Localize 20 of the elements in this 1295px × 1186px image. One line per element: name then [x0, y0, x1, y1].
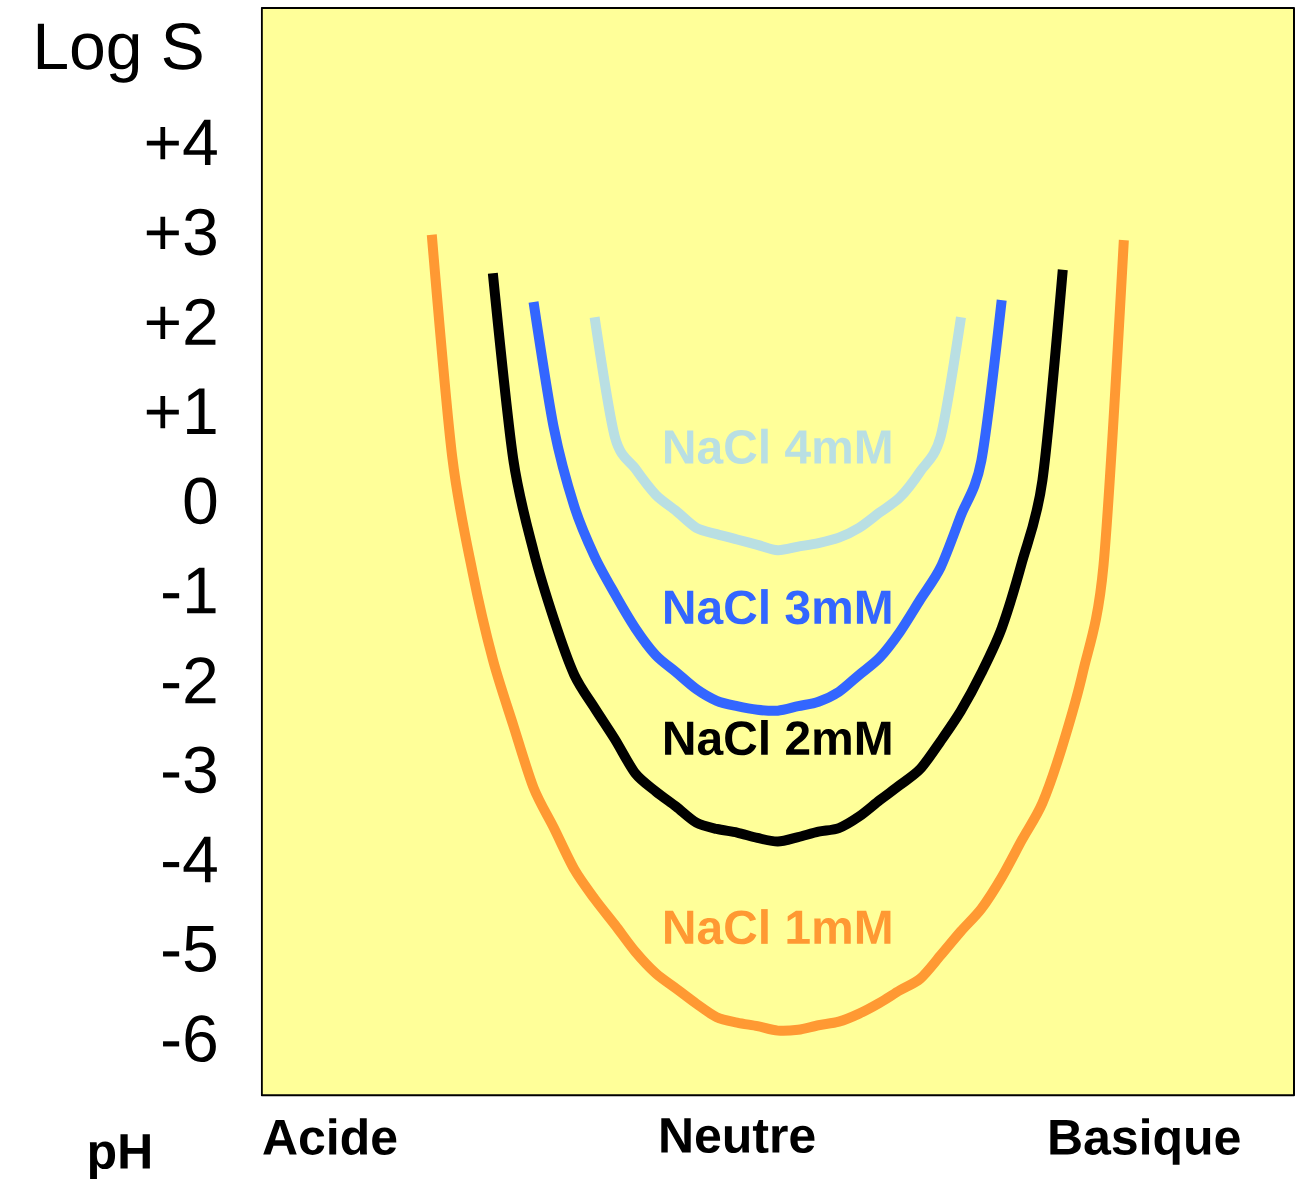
y-tick-label: -6 [163, 1015, 216, 1063]
y-axis-title: Log S [37, 23, 202, 83]
y-tick-label: 0 [184, 477, 217, 525]
y-tick-label: -5 [163, 926, 216, 973]
y-tick-label: -2 [163, 657, 216, 704]
y-tick-label: -1 [163, 568, 216, 614]
x-axis-title: pH [89, 1134, 150, 1180]
y-tick-label: +4 [146, 119, 217, 166]
x-tick-label: Basique [1050, 1118, 1240, 1165]
series-label: NaCl 4mM [665, 428, 891, 465]
y-tick-label: -4 [163, 836, 217, 883]
series-label: NaCl 2mM [665, 720, 891, 756]
x-tick-label: Acide [263, 1118, 397, 1156]
x-tick-label: Neutre [661, 1118, 815, 1154]
y-tick-label: +2 [146, 298, 216, 345]
series-label: NaCl 3mM [665, 589, 891, 625]
y-tick-label: +3 [146, 208, 216, 256]
series-label: NaCl 1mM [665, 909, 891, 945]
y-tick-label: +1 [146, 388, 216, 435]
y-tick-label: -3 [163, 746, 216, 794]
